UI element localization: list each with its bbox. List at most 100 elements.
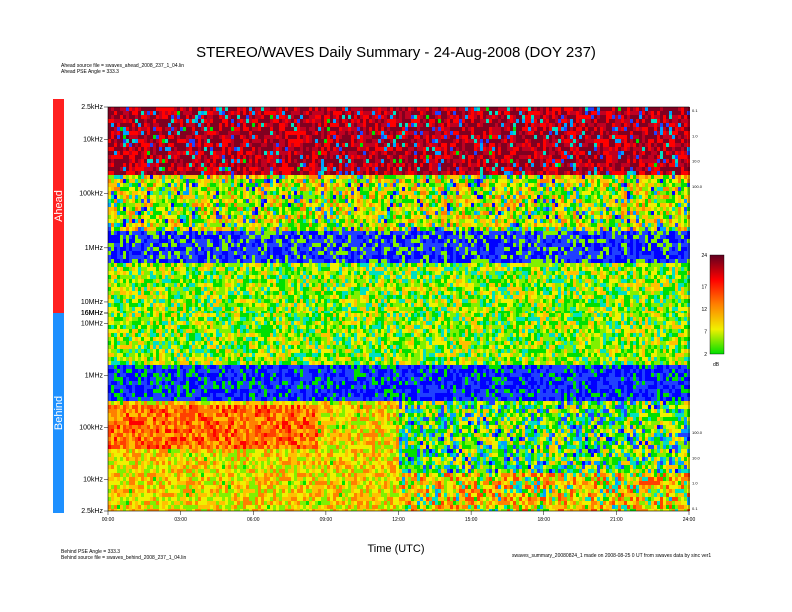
heatmap-cell <box>216 127 219 131</box>
heatmap-cell <box>249 433 252 437</box>
heatmap-cell <box>162 369 165 373</box>
heatmap-cell <box>240 365 243 369</box>
heatmap-cell <box>117 171 120 175</box>
heatmap-cell <box>252 143 255 147</box>
heatmap-cell <box>165 223 168 227</box>
heatmap-cell <box>159 227 162 231</box>
heatmap-cell <box>210 345 213 349</box>
heatmap-cell <box>141 111 144 115</box>
heatmap-cell <box>204 337 207 341</box>
heatmap-cell <box>141 127 144 131</box>
heatmap-cell <box>237 207 240 211</box>
heatmap-cell <box>129 333 132 337</box>
heatmap-cell <box>222 159 225 163</box>
heatmap-cell <box>117 283 120 287</box>
heatmap-cell <box>192 171 195 175</box>
heatmap-cell <box>114 307 117 311</box>
heatmap-cell <box>111 219 114 223</box>
heatmap-cell <box>171 409 174 413</box>
heatmap-cell <box>237 485 240 489</box>
heatmap-cell <box>177 373 180 377</box>
heatmap-cell <box>222 203 225 207</box>
heatmap-cell <box>234 389 237 393</box>
heatmap-cell <box>252 251 255 255</box>
heatmap-cell <box>198 227 201 231</box>
behind-source-note: Behind source file = swaves_behind_2008_… <box>61 555 187 561</box>
heatmap-cell <box>225 417 228 421</box>
heatmap-cell <box>213 283 216 287</box>
heatmap-cell <box>186 433 189 437</box>
heatmap-cell <box>237 271 240 275</box>
heatmap-cell <box>207 397 210 401</box>
heatmap-cell <box>213 295 216 299</box>
heatmap-cell <box>240 397 243 401</box>
heatmap-cell <box>165 329 168 333</box>
heatmap-cell <box>111 421 114 425</box>
heatmap-cell <box>156 107 159 111</box>
heatmap-cell <box>189 337 192 341</box>
heatmap-cell <box>141 373 144 377</box>
heatmap-cell <box>120 191 123 195</box>
heatmap-cell <box>225 135 228 139</box>
heatmap-cell <box>111 263 114 267</box>
heatmap-cell <box>120 263 123 267</box>
heatmap-cell <box>147 239 150 243</box>
heatmap-cell <box>108 251 111 255</box>
heatmap-cell <box>144 349 147 353</box>
heatmap-cell <box>135 425 138 429</box>
heatmap-cell <box>222 255 225 259</box>
heatmap-cell <box>198 349 201 353</box>
heatmap-cell <box>228 317 231 321</box>
heatmap-cell <box>171 377 174 381</box>
heatmap-cell <box>123 425 126 429</box>
heatmap-cell <box>240 263 243 267</box>
heatmap-cell <box>183 203 186 207</box>
heatmap-cell <box>180 243 183 247</box>
heatmap-cell <box>114 481 117 485</box>
heatmap-cell <box>123 449 126 453</box>
heatmap-cell <box>198 341 201 345</box>
heatmap-cell <box>249 251 252 255</box>
heatmap-cell <box>111 449 114 453</box>
heatmap-cell <box>201 393 204 397</box>
heatmap-cell <box>216 469 219 473</box>
heatmap-cell <box>219 283 222 287</box>
heatmap-cell <box>165 313 168 317</box>
heatmap-cell <box>141 259 144 263</box>
heatmap-cell <box>165 489 168 493</box>
heatmap-cell <box>204 139 207 143</box>
heatmap-cell <box>243 481 246 485</box>
heatmap-cell <box>144 441 147 445</box>
heatmap-cell <box>189 239 192 243</box>
heatmap-cell <box>219 461 222 465</box>
heatmap-cell <box>249 421 252 425</box>
heatmap-cell <box>201 247 204 251</box>
heatmap-cell <box>180 389 183 393</box>
heatmap-cell <box>108 239 111 243</box>
heatmap-cell <box>243 219 246 223</box>
heatmap-cell <box>120 313 123 317</box>
heatmap-cell <box>180 223 183 227</box>
heatmap-cell <box>108 317 111 321</box>
heatmap-cell <box>132 461 135 465</box>
heatmap-cell <box>171 295 174 299</box>
heatmap-cell <box>243 307 246 311</box>
heatmap-cell <box>135 187 138 191</box>
heatmap-cell <box>123 251 126 255</box>
heatmap-cell <box>210 489 213 493</box>
heatmap-cell <box>201 457 204 461</box>
heatmap-cell <box>108 389 111 393</box>
heatmap-cell <box>153 267 156 271</box>
heatmap-cell <box>177 365 180 369</box>
heatmap-cell <box>189 243 192 247</box>
heatmap-cell <box>240 303 243 307</box>
heatmap-cell <box>141 445 144 449</box>
heatmap-cell <box>204 489 207 493</box>
heatmap-cell <box>189 433 192 437</box>
heatmap-cell <box>222 349 225 353</box>
heatmap-cell <box>198 167 201 171</box>
heatmap-cell <box>138 409 141 413</box>
heatmap-cell <box>150 155 153 159</box>
heatmap-cell <box>150 127 153 131</box>
heatmap-cell <box>189 333 192 337</box>
